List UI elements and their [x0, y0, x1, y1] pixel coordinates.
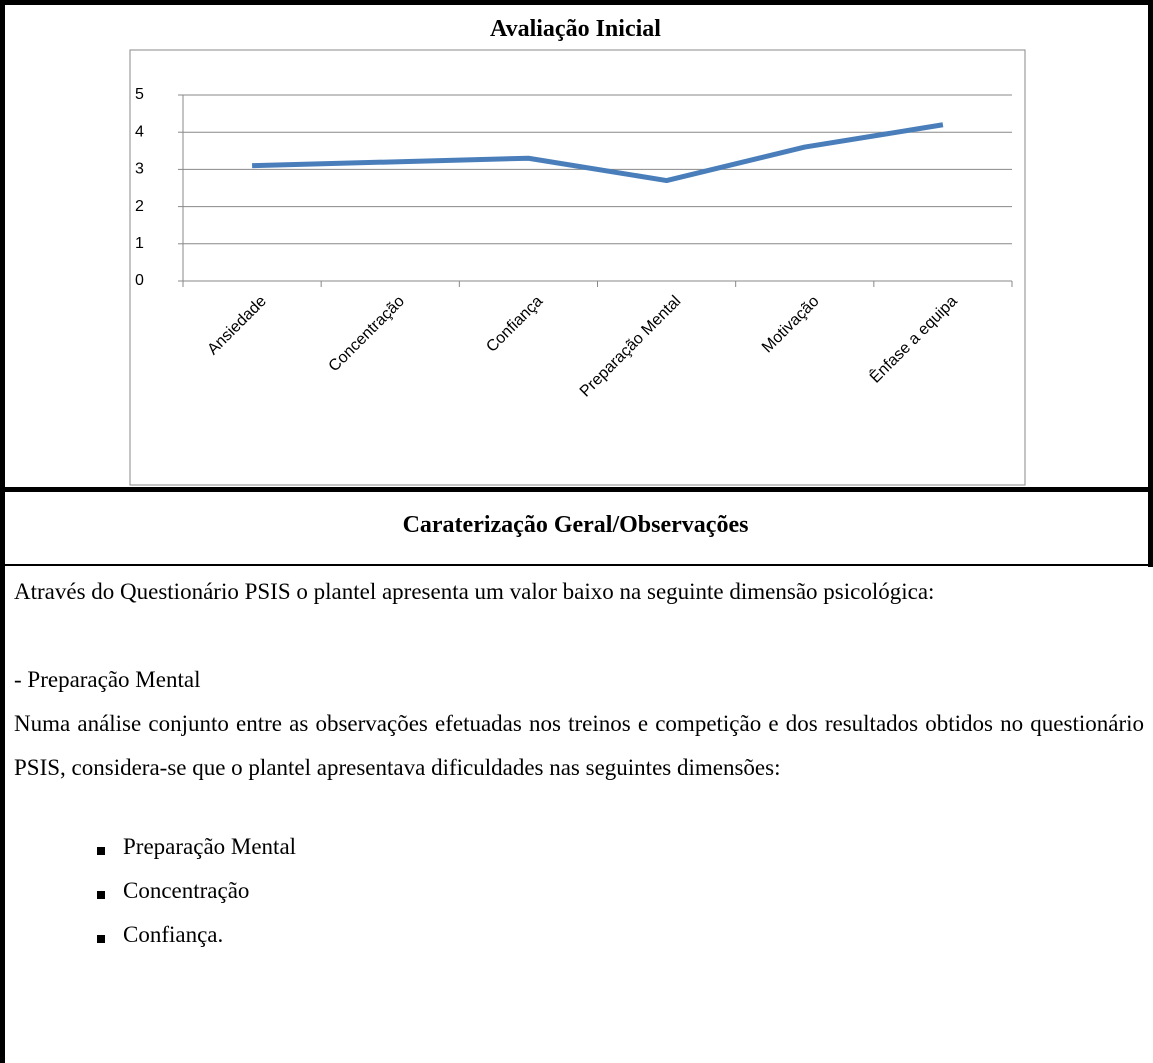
- y-tick-label: 3: [135, 161, 144, 178]
- y-tick-label: 0: [135, 272, 144, 289]
- y-tick-label: 2: [135, 198, 144, 215]
- chart-title: Avaliação Inicial: [490, 16, 661, 42]
- paragraph: Numa análise conjunto entre as observaçõ…: [14, 711, 1144, 780]
- border: [0, 0, 5, 1063]
- x-tick-label: Motivação: [759, 293, 823, 357]
- list-item: Concentração: [123, 878, 250, 903]
- y-tick-label: 1: [135, 235, 144, 252]
- bullet: [97, 935, 105, 943]
- chart-frame: [129, 49, 1026, 486]
- border: [0, 0, 1153, 5]
- border: [1148, 0, 1153, 567]
- paragraph: Através do Questionário PSIS o plantel a…: [14, 579, 935, 604]
- y-tick-label: 5: [135, 86, 144, 103]
- paragraph: - Preparação Mental: [14, 667, 201, 692]
- x-tick-label: Ênfase a equipa: [866, 291, 961, 386]
- line: [252, 122, 944, 184]
- x-tick-label: Concentração: [326, 293, 409, 376]
- y-tick-label: 4: [135, 123, 144, 140]
- section-heading: Caraterização Geral/Observações: [402, 512, 749, 538]
- x-tick-label: Ansiedade: [204, 293, 270, 359]
- x-tick-label: Confiança: [483, 293, 546, 356]
- bullet: [97, 847, 105, 855]
- x-tick-label: Preparação Mental: [577, 293, 685, 401]
- bullet: [97, 891, 105, 899]
- border: [0, 564, 1153, 566]
- border: [0, 487, 1153, 492]
- chart: 0 1 2 3 4 5 Ansiedade Concentração Confiança Prep…: [129, 49, 1026, 486]
- list-item: Preparação Mental: [123, 834, 297, 859]
- list-item: Confiança.: [123, 922, 224, 947]
